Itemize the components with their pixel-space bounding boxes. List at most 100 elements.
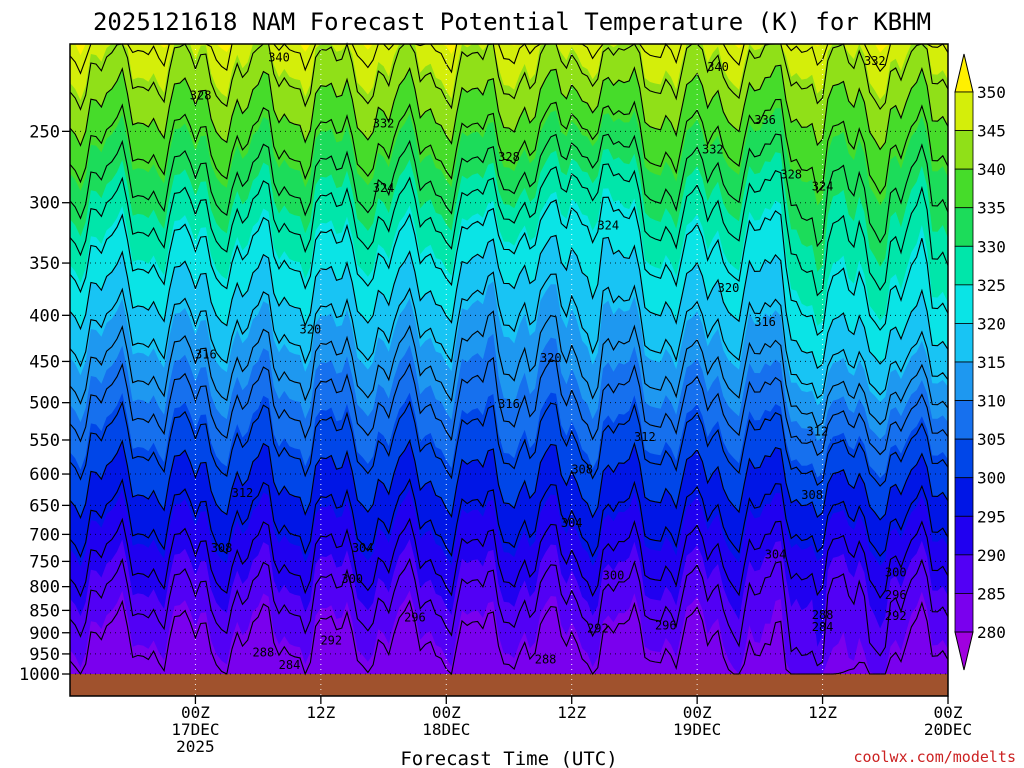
xtick-label-30-2: 18DEC	[422, 720, 470, 739]
contour-label-33: 296	[404, 611, 426, 625]
contour-label-35: 284	[812, 620, 834, 634]
isentrope-316	[69, 271, 949, 399]
isentrope-288	[69, 557, 949, 667]
colorbar-label-315: 315	[977, 353, 1006, 372]
ytick-label-1000: 1000	[19, 665, 60, 685]
contour-label-37: 292	[320, 634, 342, 648]
ytick-label-900: 900	[29, 624, 60, 644]
ytick-label-500: 500	[29, 394, 60, 414]
contour-label-1: 340	[707, 60, 729, 74]
colorbar-top-arrow	[954, 53, 974, 93]
contour-label-30: 296	[885, 588, 907, 602]
xtick-label-54-1: 00Z	[683, 703, 712, 722]
x-axis-label: Forecast Time (UTC)	[400, 748, 617, 768]
isentrope-312	[69, 310, 949, 428]
ytick-label-950: 950	[29, 645, 60, 665]
isentrope-292	[69, 517, 949, 599]
contour-label-12: 320	[718, 281, 740, 295]
isentrope-304	[69, 400, 949, 487]
contour-label-22: 308	[801, 488, 823, 502]
contour-label-25: 304	[352, 541, 374, 555]
colorbar-label-325: 325	[977, 276, 1006, 295]
isentrope-332	[69, 133, 949, 248]
xtick-label-54-2: 19DEC	[673, 720, 721, 739]
isentrope-348	[69, 42, 949, 75]
colorbar-label-300: 300	[977, 469, 1006, 488]
credit-text: coolwx.com/modelts	[853, 748, 1016, 766]
contour-label-13: 320	[300, 323, 322, 337]
contour-label-18: 312	[634, 430, 656, 444]
colorbar-label-305: 305	[977, 430, 1006, 449]
colorbar-label-295: 295	[977, 507, 1006, 526]
contour-label-39: 288	[535, 653, 557, 667]
contour-label-27: 300	[341, 572, 363, 586]
xtick-label-6-1: 00Z	[181, 703, 210, 722]
isentrope-320	[69, 234, 949, 369]
contour-label-3: 328	[190, 88, 212, 102]
isentrope-344	[69, 42, 949, 111]
chart-title: 2025121618 NAM Forecast Potential Temper…	[93, 8, 931, 36]
ytick-label-350: 350	[29, 254, 60, 274]
isentrope-284	[69, 599, 949, 676]
ytick-label-400: 400	[29, 306, 60, 326]
contour-label-28: 300	[603, 569, 625, 583]
colorbar-segment-9	[954, 438, 974, 479]
colorbar-bottom-arrow	[954, 631, 974, 671]
xtick-label-78-2: 20DEC	[924, 720, 972, 739]
colorbar-label-345: 345	[977, 122, 1006, 141]
contour-label-8: 328	[780, 167, 802, 181]
contour-label-6: 328	[498, 150, 520, 164]
plot-frame	[69, 43, 949, 697]
colorbar-segment-0	[954, 91, 974, 131]
contour-label-14: 316	[754, 315, 776, 329]
contour-label-38: 288	[253, 645, 275, 659]
colorbar-segment-11	[954, 515, 974, 556]
contour-label-24: 308	[211, 541, 233, 555]
ytick-label-850: 850	[29, 601, 60, 621]
isentrope-300	[69, 439, 949, 521]
contour-label-36: 292	[587, 621, 609, 635]
colorbar-label-335: 335	[977, 199, 1006, 218]
colorbar-segment-5	[954, 284, 974, 324]
colorbar-label-310: 310	[977, 392, 1006, 411]
colorbar-segment-10	[954, 477, 974, 517]
contour-label-7: 332	[702, 143, 724, 157]
xtick-label-30-1: 00Z	[432, 703, 461, 722]
contour-label-5: 336	[754, 113, 776, 127]
contour-labels: 340 340 332 328 332 336 328 332 328 324 324 324 320 3…	[190, 50, 907, 671]
colorbar-label-340: 340	[977, 160, 1006, 179]
ground-layer	[70, 674, 948, 696]
ytick-label-650: 650	[29, 496, 60, 516]
colorbar-segment-12	[954, 554, 974, 594]
colorbar-segment-1	[954, 130, 974, 170]
xtick-label-18-1: 12Z	[306, 703, 335, 722]
contour-label-19: 312	[807, 424, 829, 438]
ytick-label-550: 550	[29, 431, 60, 451]
colorbar-segment-7	[954, 361, 974, 401]
xtick-label-42-1: 12Z	[557, 703, 586, 722]
contour-label-21: 312	[232, 486, 254, 500]
colorbar-label-285: 285	[977, 584, 1006, 603]
colorbar-segment-8	[954, 400, 974, 440]
contour-label-20: 308	[571, 462, 593, 476]
colorbar-label-320: 320	[977, 314, 1006, 333]
colorbar: 350 345 340 335 330 325 320 315 310 305 300 295 290 2…	[954, 53, 1006, 671]
ytick-label-450: 450	[29, 352, 60, 372]
contour-label-26: 304	[765, 548, 787, 562]
colorbar-segment-6	[954, 323, 974, 363]
contour-label-32: 292	[885, 609, 907, 623]
contour-label-4: 332	[373, 116, 395, 130]
ytick-label-250: 250	[29, 122, 60, 142]
contour-label-2: 332	[864, 54, 886, 68]
colorbar-label-290: 290	[977, 546, 1006, 565]
isentrope-lines	[69, 42, 949, 676]
contour-label-40: 284	[279, 658, 301, 672]
contour-label-23: 304	[561, 516, 583, 530]
ytick-label-800: 800	[29, 578, 60, 598]
colorbar-segment-2	[954, 168, 974, 209]
contour-label-15: 316	[195, 347, 217, 361]
xtick-label-6-2: 17DEC	[171, 720, 219, 739]
colorbar-label-350: 350	[977, 83, 1006, 102]
contour-label-17: 316	[498, 397, 520, 411]
